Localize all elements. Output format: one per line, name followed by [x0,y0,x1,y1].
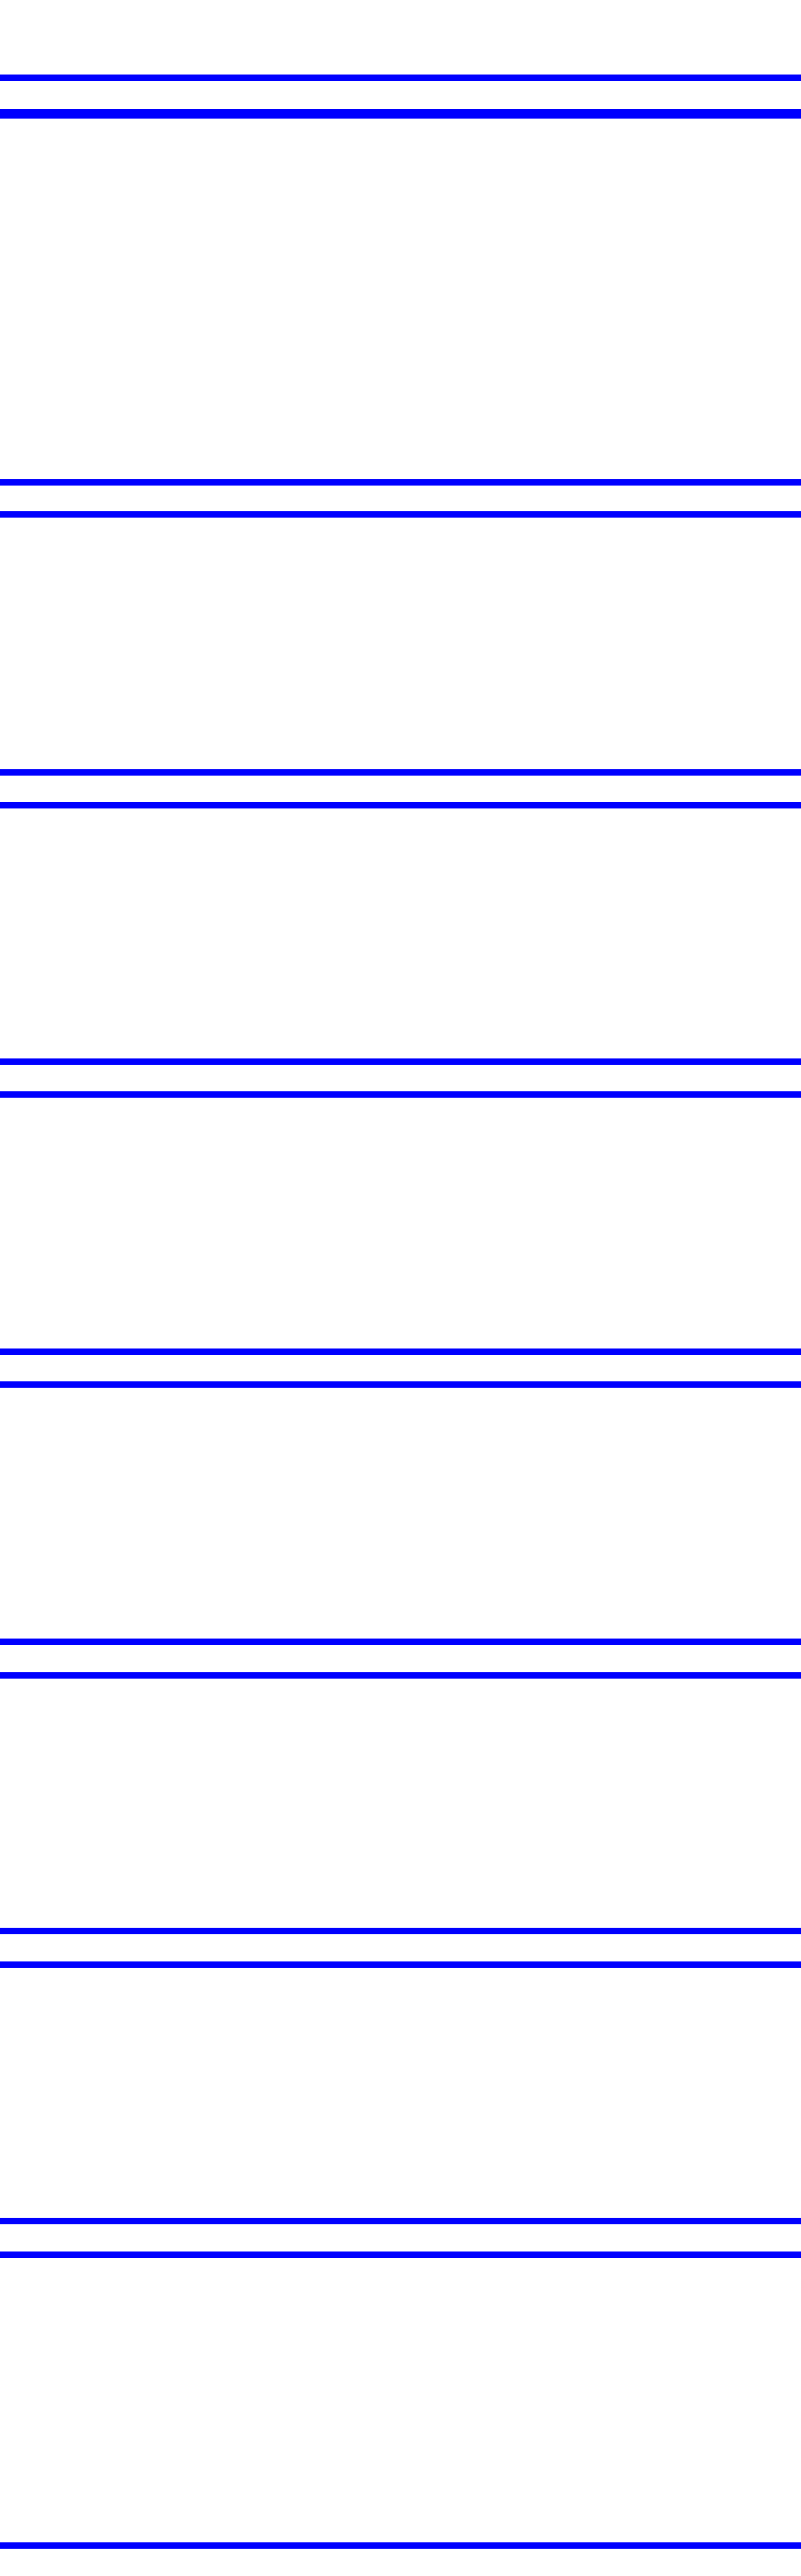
separator-bottom [0,511,801,518]
separator-bottom [0,1672,801,1679]
separator-top [0,769,801,776]
separator-top [0,1348,801,1355]
separator-top [0,1639,801,1645]
separator-bottom [0,1381,801,1388]
separator-top [0,2542,801,2549]
separator-bottom [0,109,801,119]
separator-top [0,1058,801,1065]
separator-bottom [0,802,801,808]
separator-bottom [0,1961,801,1968]
separator-top [0,1928,801,1934]
separator-bottom [0,1091,801,1098]
separator-top [0,2218,801,2224]
separator-top [0,479,801,486]
separator-bottom [0,2251,801,2258]
separator-top [0,75,801,81]
